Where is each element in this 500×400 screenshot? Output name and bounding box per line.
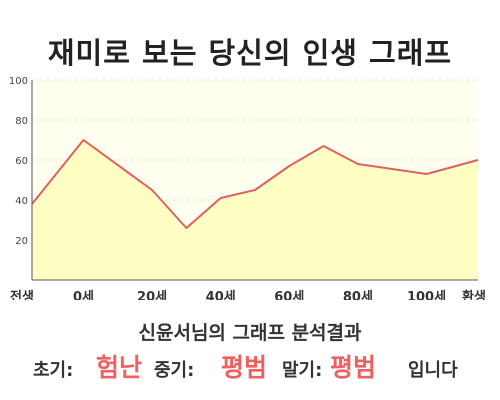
chart-title: 재미로 보는 당신의 인생 그래프	[47, 36, 453, 70]
life-area-fill	[32, 140, 478, 280]
late-value: 평범	[330, 353, 377, 382]
y-tick-label: 20	[15, 236, 28, 247]
early-label: 초기:	[33, 360, 74, 381]
y-tick-label: 40	[15, 196, 28, 207]
x-tick-label: 환생	[462, 289, 486, 300]
result-heading: 신윤서님의 그래프 분석결과	[138, 322, 362, 344]
axes	[31, 80, 478, 281]
early-value: 험난	[96, 353, 143, 382]
x-tick-label: 전생	[10, 289, 34, 300]
mid-value: 평범	[221, 353, 268, 382]
late-label: 말기:	[282, 360, 323, 381]
y-tick-label: 60	[15, 156, 28, 167]
result-suffix: 입니다	[408, 360, 458, 381]
tick-labels: 20 40 60 80 100 전생 0세 20세 40세 60세 80세 100세 환생	[9, 76, 486, 300]
mid-label: 중기:	[154, 360, 195, 381]
x-tick-label: 40세	[206, 290, 236, 300]
result-summary: 초기: 험난 중기: 평범 말기: 평범 입니다	[0, 346, 500, 382]
life-graph-chart: 20 40 60 80 100 전생 0세 20세 40세 60세 80세 100세 환생	[9, 76, 486, 300]
x-tick-label: 80세	[343, 290, 373, 300]
life-series-line	[31, 139, 479, 229]
y-tick-label: 100	[9, 76, 28, 87]
x-tick-label: 0세	[73, 290, 94, 300]
y-tick-label: 80	[15, 116, 28, 127]
x-tick-label: 20세	[137, 290, 167, 300]
x-tick-label: 60세	[274, 290, 304, 300]
x-tick-label: 100세	[407, 290, 446, 300]
